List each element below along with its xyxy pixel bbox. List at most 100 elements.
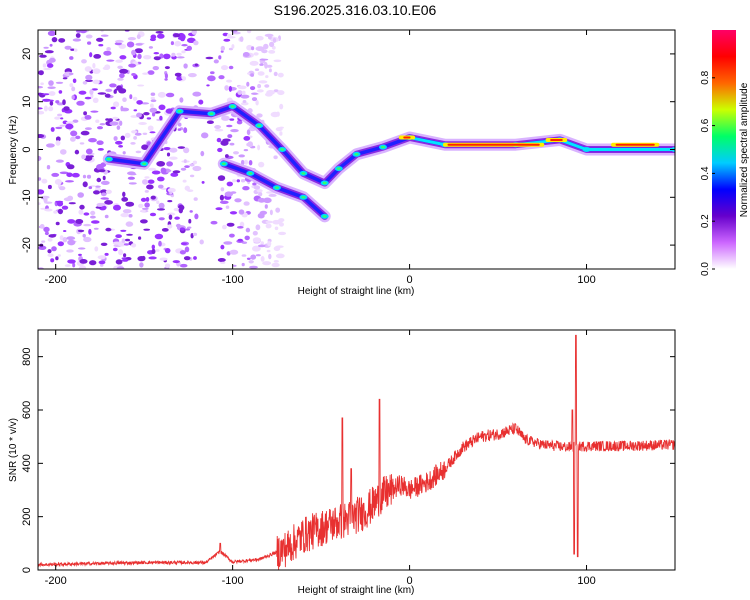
- spectrogram-noise-cell: [136, 34, 141, 40]
- spectrogram-noise-cell: [131, 73, 137, 76]
- spectrogram-peak-center: [142, 162, 147, 165]
- spectrogram-noise-cell: [105, 227, 112, 232]
- spectrogram-noise-cell: [144, 176, 150, 179]
- spectrogram-noise-cell: [73, 48, 78, 52]
- spectrogram-noise-cell: [114, 42, 122, 46]
- spectrogram-noise-cell: [219, 200, 229, 204]
- spectrogram-noise-cell: [140, 219, 148, 224]
- spectrogram-noise-cell: [115, 59, 123, 63]
- spectrogram-noise-cell: [260, 256, 265, 262]
- spectrogram-noise-cell: [257, 197, 266, 203]
- snr-ytick-label: 400: [21, 454, 33, 472]
- spectrogram-noise-cell: [106, 47, 111, 51]
- spectrogram-noise-cell: [105, 189, 112, 194]
- spectrogram-noise-cell: [90, 110, 99, 113]
- spectrogram-noise-cell: [164, 78, 168, 81]
- spectrogram-noise-cell: [39, 224, 45, 229]
- spectrogram-noise-cell: [192, 232, 198, 236]
- spectrogram-noise-cell: [194, 213, 199, 220]
- spectrogram-noise-cell: [47, 249, 52, 254]
- spectrogram-noise-cell: [266, 64, 273, 68]
- spectrogram-noise-cell: [41, 178, 48, 184]
- spectrogram-noise-cell: [161, 228, 169, 232]
- spectrogram-noise-cell: [43, 226, 50, 233]
- snr-panel: -200 -100 0 100 0 200 400 600 800 Height of stra…: [8, 329, 676, 596]
- colorbar-label: Normalized spectral amplitude: [739, 82, 750, 217]
- spectrogram-noise-cell: [226, 36, 236, 39]
- spectrogram-noise-cell: [68, 202, 76, 205]
- spectrogram-noise-cell: [89, 89, 94, 95]
- spectrogram-noise-cell: [239, 221, 245, 228]
- spectrogram-noise-cell: [168, 214, 173, 220]
- spectrogram-noise-cell: [48, 234, 56, 238]
- spectrogram-noise-cell: [174, 216, 180, 220]
- spectrogram-noise-cell: [277, 72, 284, 78]
- snr-xtick-label: -200: [45, 575, 67, 587]
- spectrogram-noise-cell: [67, 195, 74, 201]
- spectrogram-noise-cell: [53, 210, 58, 214]
- spectrogram-noise-cell: [267, 241, 272, 247]
- spectrogram-noise-cell: [66, 164, 75, 170]
- spectrogram-peak-center: [301, 172, 306, 175]
- spectrogram-noise-cell: [117, 65, 123, 70]
- spectrogram-noise-cell: [149, 37, 156, 42]
- spectrogram-noise-cell: [122, 209, 132, 214]
- spectrogram-noise-cell: [38, 110, 45, 115]
- spectrogram-noise-cell: [263, 43, 269, 50]
- spectrogram-noise-cell: [124, 238, 131, 242]
- spectrogram-noise-cell: [226, 222, 235, 227]
- spectrogram-noise-cell: [263, 61, 268, 67]
- spectrogram-peak-center: [257, 124, 262, 127]
- spectrogram-noise-cell: [148, 46, 153, 49]
- spectrogram-noise-cell: [226, 181, 233, 187]
- spectrogram-noise-cell: [135, 150, 142, 154]
- spectrogram-noise-cell: [243, 201, 250, 206]
- spectrogram-noise-cell: [181, 76, 186, 80]
- spectrogram-ytick-label: -10: [21, 189, 33, 205]
- spectrogram-noise-cell: [58, 90, 63, 94]
- spectrogram-noise-cell: [93, 227, 99, 230]
- spectrogram-noise-cell: [120, 229, 127, 232]
- spectrogram-noise-cell: [62, 237, 68, 243]
- spectrogram-noise-cell: [200, 150, 205, 157]
- spectrogram-noise-cell: [245, 227, 251, 233]
- spectrogram-noise-cell: [96, 177, 102, 183]
- spectrogram-noise-cell: [255, 99, 259, 106]
- spectrogram-noise-cell: [136, 112, 142, 118]
- spectrogram-noise-cell: [268, 68, 272, 73]
- spectrogram-noise-cell: [121, 197, 129, 202]
- spectrogram-noise-cell: [102, 175, 106, 181]
- spectrogram-noise-cell: [59, 171, 69, 175]
- spectrogram-noise-cell: [104, 252, 109, 256]
- spectrogram-noise-cell: [47, 184, 52, 190]
- spectrogram-noise-cell: [118, 249, 124, 256]
- spectrogram-noise-cell: [151, 244, 155, 250]
- spectrogram-peak-center: [280, 148, 285, 151]
- spectrogram-noise-cell: [46, 165, 51, 170]
- spectrogram-noise-cell: [131, 130, 138, 134]
- spectrogram-noise-cell: [93, 190, 100, 195]
- spectrogram-noise-cell: [127, 176, 135, 180]
- spectrogram-noise-cell: [187, 189, 194, 192]
- spectrogram-noise-cell: [153, 56, 161, 61]
- spectrogram-noise-cell: [147, 179, 155, 184]
- spectrogram-noise-cell: [269, 209, 273, 216]
- spectrogram-noise-cell: [47, 253, 54, 257]
- spectrogram-noise-cell: [166, 152, 171, 157]
- spectrogram-noise-cell: [51, 172, 60, 177]
- spectrogram-noise-cell: [229, 211, 238, 215]
- spectrogram-noise-cell: [184, 165, 190, 169]
- spectrogram-noise-cell: [201, 132, 209, 139]
- spectrogram-noise-cell: [225, 154, 229, 158]
- spectrogram-noise-cell: [172, 260, 180, 264]
- spectrogram-noise-cell: [188, 218, 192, 224]
- spectrogram-noise-cell: [237, 85, 247, 90]
- spectrogram-noise-cell: [258, 161, 265, 168]
- spectrogram-noise-cell: [70, 130, 78, 137]
- spectrogram-noise-cell: [97, 126, 103, 130]
- spectrogram-noise-cell: [65, 123, 74, 130]
- spectrogram-noise-cell: [184, 185, 190, 191]
- spectrogram-noise-cell: [126, 41, 135, 48]
- spectrogram-noise-cell: [82, 81, 88, 85]
- spectrogram-noise-cell: [119, 55, 127, 60]
